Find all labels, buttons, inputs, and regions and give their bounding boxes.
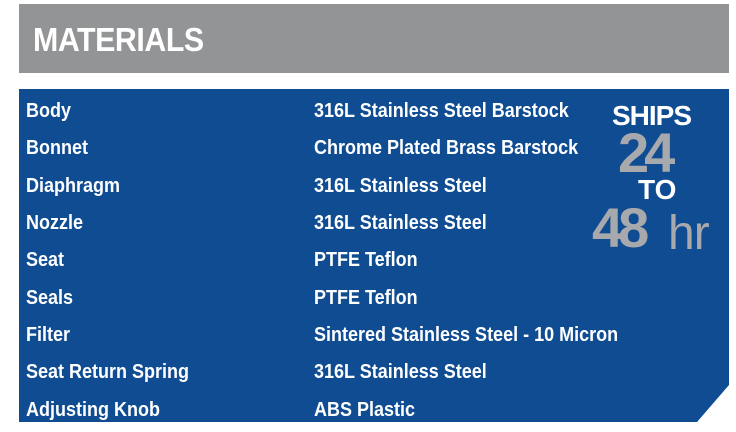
part-name: Adjusting Knob — [26, 399, 160, 421]
material-value: Chrome Plated Brass Barstock — [314, 137, 579, 159]
material-value: 316L Stainless Steel — [314, 212, 487, 234]
materials-header: MATERIALS — [19, 4, 729, 73]
table-row: Bonnet Chrome Plated Brass Barstock — [19, 131, 729, 168]
table-row: Seals PTFE Teflon — [19, 281, 729, 318]
badge-ships: SHIPS — [612, 100, 692, 131]
materials-table: Body 316L Stainless Steel Barstock Bonnet… — [19, 89, 729, 422]
part-name: Bonnet — [26, 137, 89, 159]
part-name: Seat — [26, 249, 65, 271]
part-name: Nozzle — [26, 212, 84, 234]
part-name: Diaphragm — [26, 175, 121, 197]
shipping-badge: SHIPS 24 TO 48 hr — [590, 98, 730, 260]
table-row: Diaphragm 316L Stainless Steel — [19, 169, 729, 206]
material-value: 316L Stainless Steel Barstock — [314, 100, 569, 122]
badge-to: TO — [638, 174, 677, 205]
table-row: Nozzle 316L Stainless Steel — [19, 206, 729, 243]
material-value: PTFE Teflon — [314, 249, 418, 271]
part-name: Seat Return Spring — [26, 361, 190, 383]
badge-until: 48 — [592, 196, 649, 259]
part-name: Filter — [26, 324, 71, 346]
badge-from: 24 — [618, 121, 675, 184]
table-row: Body 316L Stainless Steel Barstock — [19, 94, 729, 131]
table-row: Seat Return Spring 316L Stainless Steel — [19, 355, 729, 392]
table-row: Adjusting Knob ABS Plastic — [19, 393, 729, 422]
material-value: Sintered Stainless Steel - 10 Micron — [314, 324, 619, 346]
material-value: ABS Plastic — [314, 399, 416, 421]
material-value: PTFE Teflon — [314, 287, 418, 309]
part-name: Body — [26, 100, 71, 122]
badge-unit: hr — [668, 207, 710, 260]
table-row: Seat PTFE Teflon — [19, 243, 729, 280]
part-name: Seals — [26, 287, 74, 309]
material-value: 316L Stainless Steel — [314, 175, 487, 197]
page-title: MATERIALS — [33, 21, 204, 58]
material-value: 316L Stainless Steel — [314, 361, 487, 383]
table-row: Filter Sintered Stainless Steel - 10 Micr… — [19, 318, 729, 355]
